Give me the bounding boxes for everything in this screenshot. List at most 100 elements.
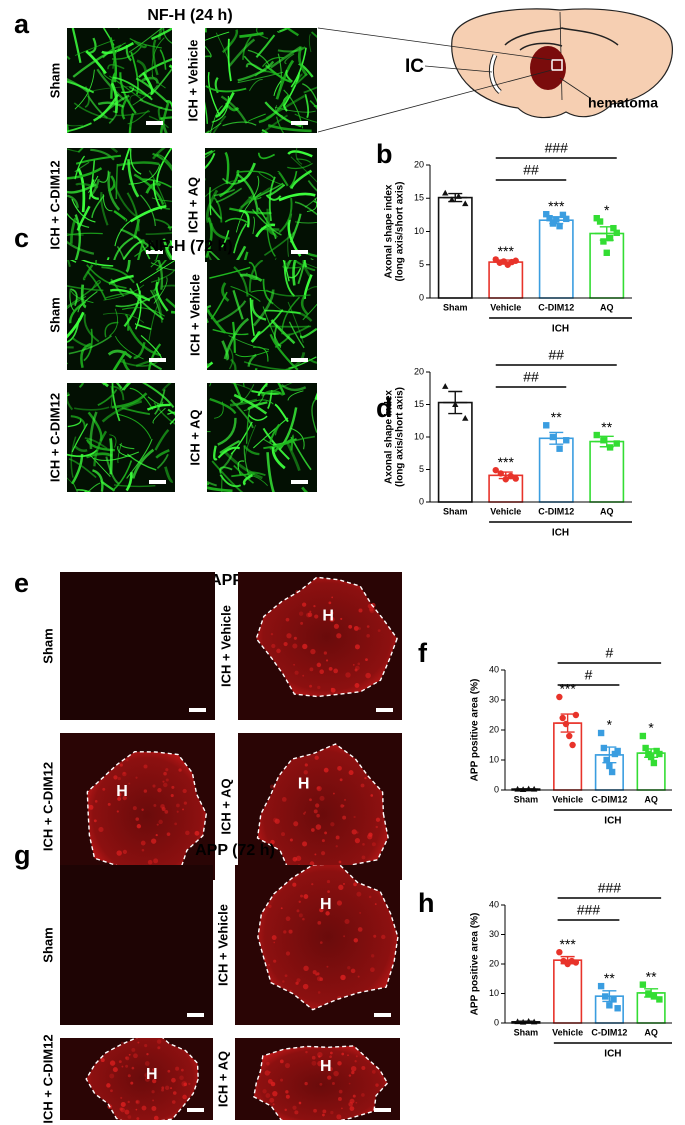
fiber <box>252 216 255 235</box>
data-point <box>497 470 504 477</box>
fiber <box>108 110 117 124</box>
texture <box>348 624 353 629</box>
fiber <box>154 429 170 451</box>
fiber <box>151 67 172 95</box>
image-label: ICH + C-DIM12 <box>47 160 62 249</box>
micrograph <box>238 572 402 720</box>
y-axis-label: APP positive area (%) <box>470 913 481 1016</box>
texture <box>175 1066 180 1071</box>
fiber <box>74 214 82 262</box>
texture <box>347 966 351 970</box>
fiber <box>297 260 306 285</box>
data-point <box>512 475 519 482</box>
group-label: ICH <box>552 324 569 335</box>
fiber <box>119 72 137 114</box>
fiber <box>275 59 295 100</box>
texture <box>157 1046 161 1050</box>
texture <box>375 825 379 829</box>
fiber <box>209 266 251 279</box>
x-tick-label: C-DIM12 <box>591 1027 627 1037</box>
fiber <box>135 322 152 331</box>
fiber <box>300 294 309 316</box>
fiber <box>236 173 259 212</box>
texture <box>329 616 335 623</box>
texture <box>182 1094 187 1100</box>
fiber <box>311 398 317 433</box>
data-point <box>492 466 499 474</box>
fiber <box>207 363 211 367</box>
texture <box>309 684 313 688</box>
texture <box>163 771 167 776</box>
panel-letter: f <box>418 638 428 668</box>
fiber <box>230 399 254 429</box>
fiber <box>227 345 234 370</box>
fiber <box>310 31 317 39</box>
group-label: ICH <box>552 528 569 539</box>
fiber <box>115 383 124 391</box>
fiber <box>98 94 130 119</box>
fiber <box>205 180 236 198</box>
texture <box>141 848 145 852</box>
fiber <box>67 78 89 93</box>
fiber <box>92 469 104 492</box>
bar <box>589 232 625 299</box>
texture <box>171 785 175 789</box>
texture <box>270 839 275 845</box>
fiber <box>139 260 175 283</box>
texture <box>151 1090 155 1094</box>
fiber <box>215 91 235 118</box>
texture <box>284 974 288 978</box>
bar <box>488 261 524 299</box>
texture <box>119 763 123 767</box>
fiber <box>310 258 317 262</box>
error-bar <box>597 746 622 764</box>
y-tick-label: 15 <box>414 193 424 203</box>
texture <box>329 1051 333 1055</box>
micrograph <box>67 148 172 262</box>
fiber <box>265 194 282 201</box>
fiber <box>304 93 310 119</box>
texture <box>135 1108 138 1111</box>
fiber <box>219 439 241 454</box>
fiber <box>313 104 317 108</box>
fiber <box>230 421 253 455</box>
fiber <box>101 400 143 423</box>
fiber <box>157 28 165 40</box>
image-label: ICH + C-DIM12 <box>47 393 62 482</box>
fiber <box>268 176 276 222</box>
fiber <box>151 74 166 89</box>
fiber <box>133 342 146 360</box>
texture <box>366 633 370 638</box>
image-label: Sham <box>40 927 55 962</box>
texture <box>294 670 299 675</box>
texture <box>150 838 157 844</box>
fiber <box>281 260 293 269</box>
fiber <box>77 168 86 213</box>
micrograph <box>207 383 317 492</box>
fiber <box>275 116 285 133</box>
fiber <box>109 75 144 101</box>
fiber <box>233 223 247 254</box>
error-bar <box>493 471 518 480</box>
texture <box>136 824 142 829</box>
fiber <box>207 307 227 334</box>
fiber <box>205 85 247 93</box>
texture <box>318 1055 321 1058</box>
texture <box>300 621 304 625</box>
fiber <box>152 148 166 160</box>
fiber <box>213 445 218 461</box>
fiber <box>67 311 85 339</box>
texture <box>128 782 131 785</box>
texture <box>265 1093 271 1098</box>
significance: *** <box>559 936 576 952</box>
texture <box>164 1085 170 1091</box>
fiber <box>248 78 263 92</box>
scale-bar <box>149 358 166 362</box>
texture <box>164 810 169 814</box>
texture <box>331 1081 335 1085</box>
texture <box>262 1089 267 1094</box>
fiber <box>129 287 164 321</box>
data-point <box>525 1018 532 1024</box>
data-point <box>650 993 658 1000</box>
x-tick-label: AQ <box>644 1027 658 1037</box>
